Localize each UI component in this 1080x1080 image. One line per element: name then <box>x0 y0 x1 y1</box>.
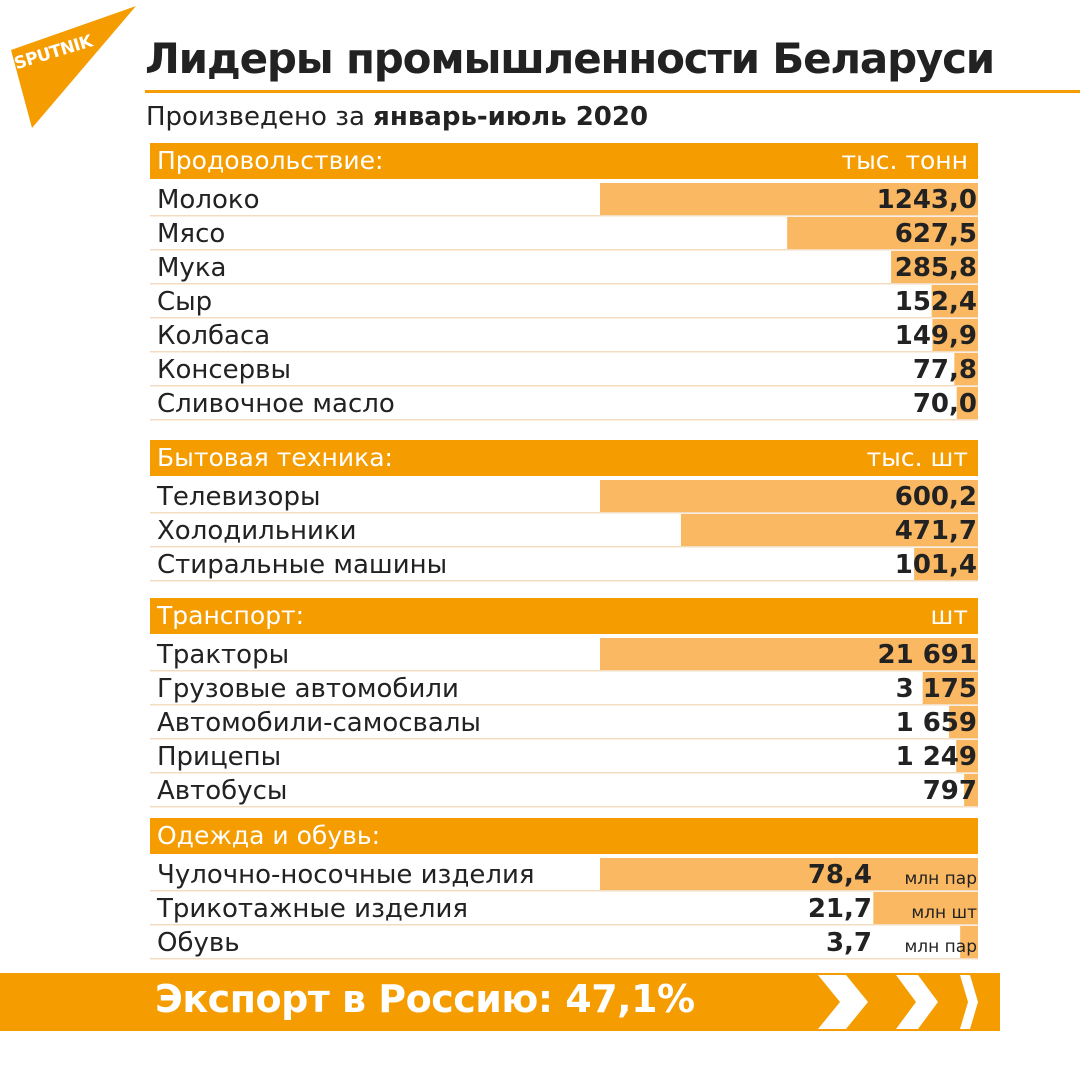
bar <box>914 548 978 580</box>
bar <box>931 285 978 317</box>
row-label: Автомобили-самосвалы <box>157 708 481 738</box>
row-divider <box>150 283 978 285</box>
bar <box>949 706 978 738</box>
subtitle-period: январь-июль 2020 <box>373 102 649 132</box>
row-unit: млн пар <box>904 869 977 889</box>
bar <box>922 672 978 704</box>
row-divider <box>150 580 978 582</box>
row-value: 1243,0 <box>877 185 977 215</box>
row-label: Холодильники <box>157 516 357 546</box>
row-divider <box>150 772 978 774</box>
row-divider <box>150 738 978 740</box>
row-value: 600,2 <box>895 482 977 512</box>
row-divider <box>150 385 978 387</box>
bar <box>787 217 978 249</box>
row-value: 21 691 <box>877 640 977 670</box>
category-unit: шт <box>931 601 968 630</box>
row-divider <box>150 670 978 672</box>
subtitle-prefix: Произведено за <box>146 102 374 132</box>
row-unit: млн шт <box>911 903 977 923</box>
row-divider <box>150 419 978 421</box>
bar <box>873 892 978 924</box>
row-value: 797 <box>923 776 977 806</box>
row-value: 3 175 <box>896 674 977 704</box>
row-divider <box>150 958 978 960</box>
category-header <box>150 598 978 634</box>
page-title: Лидеры промышленности Беларуси <box>145 34 995 83</box>
bar <box>954 353 978 385</box>
row-divider <box>150 215 978 217</box>
row-label: Тракторы <box>156 640 289 670</box>
row-value: 101,4 <box>895 550 977 580</box>
row-value: 285,8 <box>895 253 977 283</box>
row-value: 152,4 <box>895 287 977 317</box>
row-value: 149,9 <box>895 321 977 351</box>
row-label: Колбаса <box>157 321 270 351</box>
row-value: 21,7 <box>808 894 872 924</box>
row-divider <box>150 806 978 808</box>
row-label: Грузовые автомобили <box>157 674 459 704</box>
row-value: 3,7 <box>826 928 872 958</box>
row-label: Стиральные машины <box>157 550 447 580</box>
row-value: 471,7 <box>895 516 977 546</box>
row-label: Прицепы <box>157 742 281 772</box>
category-name: Продовольствие: <box>157 146 383 175</box>
row-label: Молоко <box>157 185 259 215</box>
bar <box>956 740 978 772</box>
category-unit: тыс. тонн <box>842 146 969 175</box>
subtitle: Произведено за январь-июль 2020 <box>146 102 648 132</box>
row-divider <box>150 924 978 926</box>
bar <box>600 638 978 670</box>
footer-text: Экспорт в Россию: 47,1% <box>155 977 695 1021</box>
row-divider <box>150 317 978 319</box>
row-value: 1 659 <box>896 708 977 738</box>
row-label: Телевизоры <box>156 482 320 512</box>
chevron-arrows-icon <box>818 975 978 1029</box>
row-label: Консервы <box>157 355 291 385</box>
category-unit: тыс. шт <box>867 443 968 472</box>
row-label: Автобусы <box>157 776 287 806</box>
row-value: 1 249 <box>896 742 977 772</box>
bar <box>600 183 978 215</box>
row-divider <box>150 249 978 251</box>
row-label: Чулочно-носочные изделия <box>157 860 535 890</box>
bar <box>680 514 978 546</box>
bar <box>956 387 978 419</box>
row-label: Мясо <box>157 219 225 249</box>
bar <box>932 319 978 351</box>
category-header <box>150 143 978 179</box>
row-label: Сыр <box>157 287 212 317</box>
bar <box>600 858 978 890</box>
row-unit: млн пар <box>904 937 977 957</box>
row-label: Трикотажные изделия <box>156 894 468 924</box>
row-divider <box>150 704 978 706</box>
row-value: 77,8 <box>913 355 977 385</box>
row-divider <box>150 890 978 892</box>
title-rule <box>145 90 1080 93</box>
bar <box>964 774 978 806</box>
row-label: Обувь <box>157 928 240 958</box>
bar <box>600 480 978 512</box>
sputnik-logo <box>11 6 136 128</box>
category-header <box>150 440 978 476</box>
row-value: 78,4 <box>808 860 872 890</box>
row-value: 70,0 <box>913 389 977 419</box>
category-name: Транспорт: <box>156 601 304 630</box>
row-value: 627,5 <box>895 219 977 249</box>
row-divider <box>150 351 978 353</box>
category-name: Бытовая техника: <box>157 443 393 472</box>
bar <box>960 926 978 958</box>
row-divider <box>150 512 978 514</box>
category-header <box>150 818 978 854</box>
row-label: Сливочное масло <box>157 389 395 419</box>
category-name: Одежда и обувь: <box>157 821 380 850</box>
row-divider <box>150 546 978 548</box>
bar <box>891 251 978 283</box>
row-label: Мука <box>157 253 226 283</box>
